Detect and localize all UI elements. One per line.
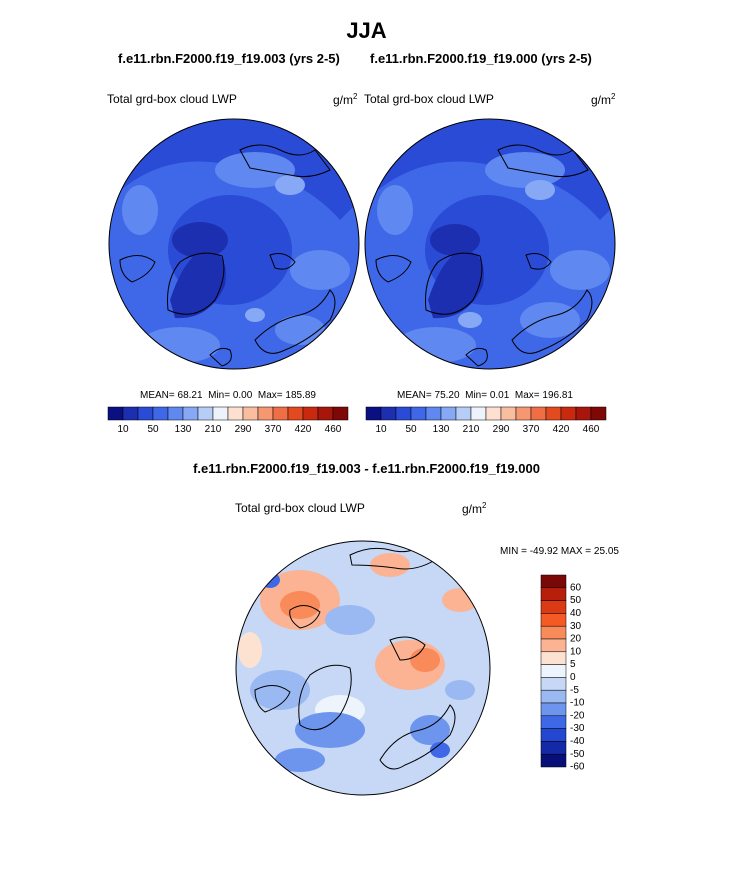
difference-colorbar-tick-label: -10 <box>570 698 585 709</box>
difference-colorbar-tick-label: 20 <box>570 634 582 645</box>
difference-colorbar-swatch <box>540 574 567 589</box>
left-colorbar-tick-label: 290 <box>235 424 252 435</box>
left-colorbar-tick-label: 10 <box>117 424 129 435</box>
left-colorbar-tick-label: 50 <box>147 424 159 435</box>
difference-colorbar-swatch <box>540 689 567 704</box>
right-colorbar-tick-label: 10 <box>375 424 387 435</box>
difference-colorbar-swatch <box>540 664 567 678</box>
difference-colorbar-swatch <box>540 613 567 627</box>
right-colorbar-swatch <box>590 406 607 421</box>
difference-colorbar-tick-label: -40 <box>570 736 585 747</box>
left-colorbar-tick-label: 460 <box>325 424 342 435</box>
difference-colorbar-swatch <box>540 753 567 768</box>
left-variable-label: Total grd-box cloud LWP <box>107 92 237 106</box>
left-case-title: f.e11.rbn.F2000.f19_f19.003 (yrs 2-5) <box>118 51 340 66</box>
left-colorbar-swatch <box>332 406 349 421</box>
difference-colorbar-swatch <box>540 741 567 755</box>
difference-colorbar-tick-label: 10 <box>570 646 582 657</box>
right-colorbar-tick-label: 50 <box>405 424 417 435</box>
difference-colorbar-swatch <box>540 715 567 729</box>
right-case-title: f.e11.rbn.F2000.f19_f19.000 (yrs 2-5) <box>370 51 592 66</box>
left-colorbar: 10 50 130 210 290 370 420 460 <box>107 406 349 435</box>
difference-colorbar-swatch <box>540 587 567 601</box>
difference-colorbar-tick-label: 5 <box>570 659 576 670</box>
difference-units-label: g/m2 <box>462 501 487 516</box>
right-stats: MEAN= 75.20 Min= 0.01 Max= 196.81 <box>397 390 573 401</box>
right-colorbar: 10 50 130 210 290 370 420 460 <box>365 406 607 435</box>
difference-colorbar-tick-label: 60 <box>570 582 582 593</box>
right-colorbar-tick-label: 130 <box>433 424 450 435</box>
difference-colorbar-swatch <box>540 728 567 742</box>
difference-colorbar-swatch <box>540 702 567 717</box>
right-colorbar-tick-label: 210 <box>463 424 480 435</box>
left-colorbar-tick-label: 210 <box>205 424 222 435</box>
difference-colorbar-tick-label: -20 <box>570 710 585 721</box>
difference-minmax: MIN = -49.92 MAX = 25.05 <box>500 546 619 557</box>
right-colorbar-tick-label: 460 <box>583 424 600 435</box>
difference-title: f.e11.rbn.F2000.f19_f19.003 - f.e11.rbn.… <box>193 461 540 476</box>
left-colorbar-tick-label: 130 <box>175 424 192 435</box>
difference-colorbar-swatch <box>540 651 567 665</box>
right-colorbar-tick-label: 370 <box>523 424 540 435</box>
right-variable-label: Total grd-box cloud LWP <box>364 92 494 106</box>
difference-colorbar-tick-label: 0 <box>570 672 576 683</box>
right-units-label: g/m2 <box>591 92 616 107</box>
difference-variable-label: Total grd-box cloud LWP <box>235 501 365 515</box>
difference-colorbar-tick-label: -50 <box>570 749 585 760</box>
figure-title: JJA <box>346 18 387 43</box>
left-colorbar-tick-label: 370 <box>265 424 282 435</box>
difference-colorbar-tick-label: -5 <box>570 685 579 696</box>
difference-colorbar-swatch <box>540 677 567 691</box>
left-stats: MEAN= 68.21 Min= 0.00 Max= 185.89 <box>140 390 316 401</box>
difference-colorbar-tick-label: -30 <box>570 723 585 734</box>
left-units-label: g/m2 <box>333 92 358 107</box>
difference-colorbar-swatch <box>540 638 567 653</box>
difference-colorbar-tick-label: -60 <box>570 762 585 773</box>
right-colorbar-tick-label: 290 <box>493 424 510 435</box>
difference-colorbar-swatch <box>540 600 567 614</box>
left-colorbar-tick-label: 420 <box>295 424 312 435</box>
right-colorbar-tick-label: 420 <box>553 424 570 435</box>
difference-colorbar-tick-label: 30 <box>570 621 582 632</box>
difference-colorbar-tick-label: 40 <box>570 608 582 619</box>
difference-colorbar-tick-label: 50 <box>570 595 582 606</box>
difference-colorbar-swatch <box>540 625 567 640</box>
